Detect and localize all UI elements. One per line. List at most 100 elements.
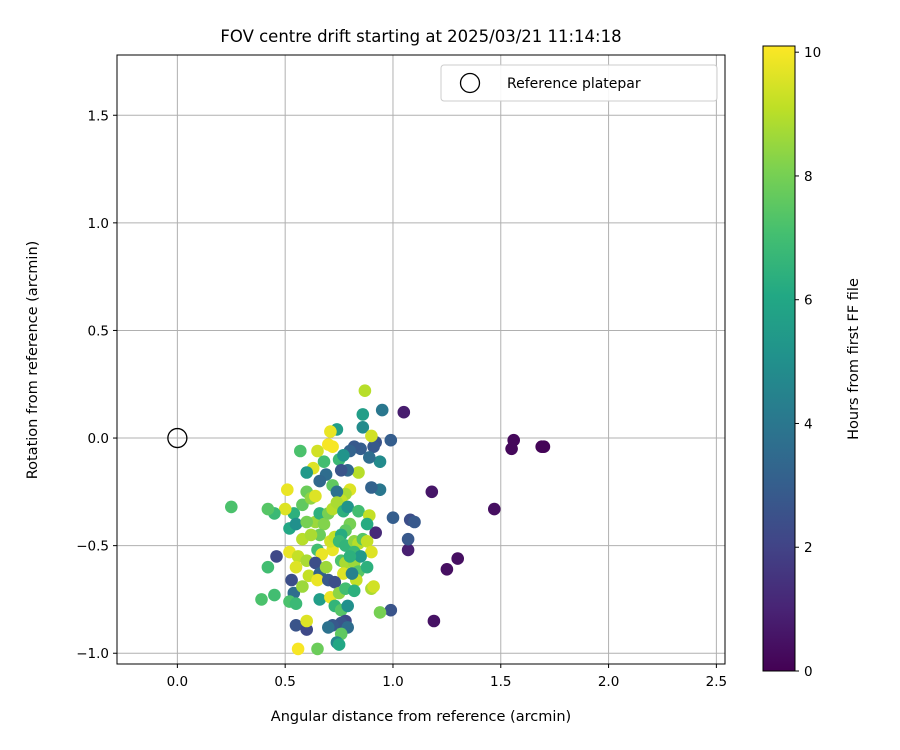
scatter-point [313, 593, 327, 606]
scatter-point [311, 642, 324, 656]
scatter-point [330, 485, 344, 499]
scatter-point [373, 606, 387, 619]
scatter-point [352, 504, 365, 518]
scatter-point [401, 532, 415, 546]
scatter-point [505, 442, 518, 456]
scatter-point [375, 403, 389, 417]
scatter-point [315, 548, 329, 561]
y-tick-label: 1.5 [88, 108, 109, 124]
scatter-point [365, 545, 378, 559]
legend-box [440, 64, 718, 102]
scatter-point [427, 614, 441, 628]
scatter-point [425, 485, 439, 499]
x-tick-label: 0.5 [274, 674, 295, 690]
scatter-point [363, 451, 376, 464]
scatter-point [356, 408, 370, 421]
scatter-point [451, 552, 465, 565]
scatter-point [365, 429, 378, 443]
x-tick-label: 1.0 [382, 674, 403, 690]
colorbar-tick-label: 8 [804, 169, 813, 185]
x-axis-label: Angular distance from reference (arcmin) [271, 709, 571, 725]
scatter-point [309, 556, 322, 570]
scatter-point [365, 481, 378, 494]
x-tick-label: 2.0 [598, 674, 619, 690]
scatter-point [281, 483, 294, 497]
scatter-point [255, 593, 268, 606]
scatter-point [294, 444, 307, 458]
scatter-point [300, 614, 314, 628]
y-axis: −1.0 −0.5 0.0 0.5 1.0 1.5 [76, 108, 117, 662]
scatter-point [289, 619, 303, 632]
scatter-point [347, 584, 361, 598]
scatter-point [270, 550, 283, 563]
scatter-point [343, 550, 357, 563]
scatter-point [328, 575, 342, 589]
scatter-point [289, 560, 303, 574]
scatter-point [334, 464, 348, 477]
scatter-point [358, 384, 372, 398]
colorbar-tick-label: 10 [804, 45, 821, 61]
y-tick-label: 1.0 [88, 216, 109, 232]
x-tick-label: 1.5 [490, 674, 511, 690]
scatter-point [268, 588, 281, 602]
scatter-point [369, 526, 383, 539]
grid [117, 55, 725, 664]
scatter-point [309, 489, 322, 503]
scatter-point [384, 433, 398, 447]
scatter-point [330, 496, 344, 509]
scatter-point [285, 573, 298, 587]
scatter-point [291, 642, 305, 656]
plot-frame [116, 54, 726, 665]
scatter-point [296, 498, 309, 512]
scatter-point [326, 440, 339, 454]
colorbar-tick-label: 6 [804, 293, 813, 309]
scatter-point [341, 599, 355, 613]
colorbar-gradient [762, 45, 796, 672]
scatter-point [311, 444, 324, 458]
y-axis-label: Rotation from reference (arcmin) [25, 241, 41, 480]
scatter-point [322, 621, 335, 634]
scatter-point [373, 455, 387, 469]
data-points [225, 384, 551, 656]
scatter-point [225, 500, 238, 514]
scatter-point [360, 560, 374, 574]
scatter-point [354, 550, 367, 563]
scatter-point [401, 543, 415, 557]
chart-title: FOV centre drift starting at 2025/03/21 … [220, 27, 621, 46]
reference-marker-layer [167, 427, 188, 449]
scatter-point [261, 502, 275, 516]
scatter-point [317, 455, 331, 469]
scatter-point [384, 603, 398, 617]
y-tick-label: 0.5 [88, 323, 109, 339]
scatter-point [319, 560, 333, 574]
colorbar-tick-label: 2 [804, 540, 813, 556]
scatter-point [360, 535, 374, 548]
legend: Reference platepar [440, 64, 718, 102]
scatter-point [313, 474, 327, 488]
scatter-point [317, 517, 331, 531]
scatter-point [313, 528, 327, 542]
x-axis: 0.0 0.5 1.0 1.5 2.0 2.5 [167, 664, 727, 690]
scatter-point [300, 466, 314, 479]
y-tick-label: −1.0 [76, 646, 109, 662]
scatter-point [332, 638, 346, 651]
colorbar-label: Hours from first FF file [846, 278, 862, 440]
colorbar-tick-label: 4 [804, 416, 813, 432]
scatter-point [300, 515, 314, 529]
scatter-point [367, 440, 380, 454]
reference-platepar-marker [167, 427, 188, 449]
scatter-point [341, 500, 355, 514]
scatter-point [296, 580, 309, 593]
scatter-point [304, 528, 318, 542]
scatter-point [345, 567, 359, 580]
x-tick-label: 0.0 [167, 674, 188, 690]
scatter-point [324, 425, 337, 438]
scatter-point [311, 573, 324, 587]
scatter-point [289, 597, 303, 610]
scatter-point [488, 502, 501, 516]
scatter-point [289, 517, 303, 531]
scatter-point [356, 421, 370, 434]
scatter-point [408, 515, 421, 529]
y-tick-label: −0.5 [76, 539, 109, 555]
